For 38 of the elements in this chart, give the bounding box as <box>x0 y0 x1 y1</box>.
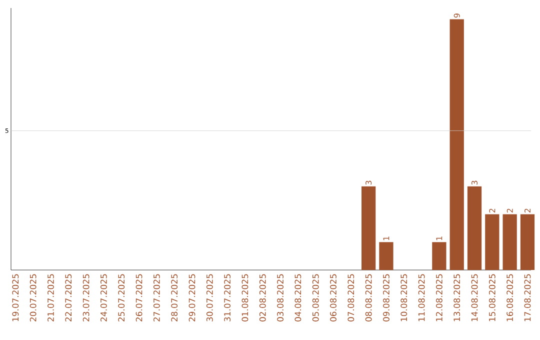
x-tick-label: 03.08.2025 <box>277 274 284 322</box>
bar <box>520 214 535 270</box>
x-tick-label: 01.08.2025 <box>242 274 248 322</box>
x-tick-label: 27.07.2025 <box>153 274 160 322</box>
x-tick-label: 17.08.2025 <box>524 274 531 322</box>
x-tick-label: 14.08.2025 <box>471 274 478 322</box>
x-tick-label: 08.08.2025 <box>365 274 372 322</box>
x-tick-label: 20.07.2025 <box>30 274 36 322</box>
bar <box>362 186 376 270</box>
x-tick-label: 22.07.2025 <box>65 274 72 322</box>
bar <box>485 214 500 270</box>
x-tick-label: 25.07.2025 <box>118 274 125 322</box>
bar <box>502 214 517 270</box>
x-tick-label: 30.07.2025 <box>206 274 213 322</box>
x-tick-label: 19.07.2025 <box>12 274 19 322</box>
x-tick-label: 26.07.2025 <box>136 274 142 322</box>
bar <box>450 19 464 270</box>
x-tick-label: 02.08.2025 <box>259 274 266 322</box>
x-tick-label: 13.08.2025 <box>454 274 460 322</box>
x-tick-label: 10.08.2025 <box>400 274 408 322</box>
x-tick-label: 28.07.2025 <box>171 274 178 322</box>
x-tick-label: 11.08.2025 <box>418 274 425 322</box>
x-tick-label: 24.07.2025 <box>100 274 107 322</box>
x-tick-label: 15.08.2025 <box>488 274 496 322</box>
x-tick-label: 07.08.2025 <box>348 274 354 322</box>
x-tick-label: 05.08.2025 <box>312 274 319 322</box>
x-tick-label: 31.07.2025 <box>224 274 231 322</box>
x-tick-label: 12.08.2025 <box>436 274 442 322</box>
bar <box>432 242 446 270</box>
x-tick-label: 16.08.2025 <box>506 274 514 322</box>
x-tick-label: 21.07.2025 <box>48 274 54 322</box>
x-tick-label: 23.07.2025 <box>82 274 90 322</box>
x-tick-label: 06.08.2025 <box>330 274 336 322</box>
bar <box>379 242 394 270</box>
x-tick-label: 09.08.2025 <box>383 274 390 322</box>
bar <box>467 186 482 270</box>
x-tick-label: 29.07.2025 <box>188 274 196 322</box>
x-tick-label: 04.08.2025 <box>294 274 302 322</box>
